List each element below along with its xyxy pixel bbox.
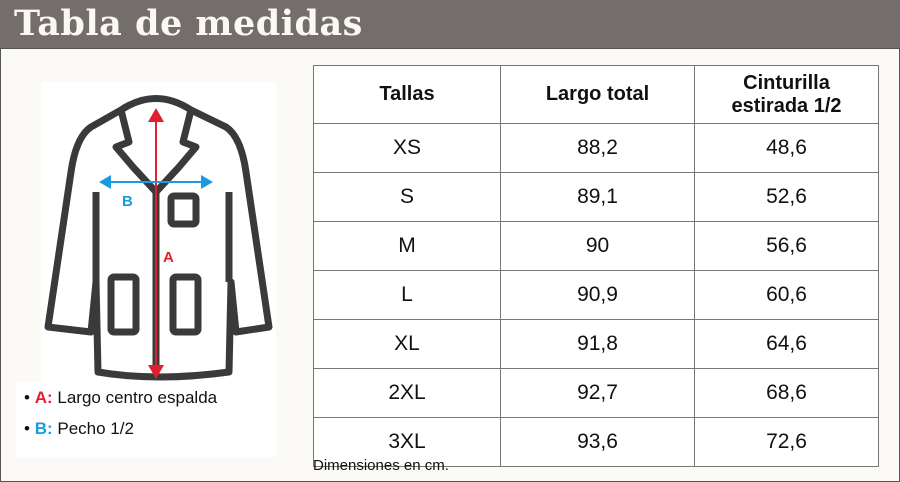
table-cell: M bbox=[313, 221, 501, 271]
units-note: Dimensiones en cm. bbox=[313, 457, 449, 474]
header-tallas: Tallas bbox=[313, 65, 501, 124]
table-row: XS 88,2 48,6 bbox=[313, 123, 879, 173]
table-cell: XL bbox=[313, 319, 501, 369]
coat-diagram: A B bbox=[41, 82, 276, 382]
table-row: L 90,9 60,6 bbox=[313, 270, 879, 320]
table-row: M 90 56,6 bbox=[313, 221, 879, 271]
table-cell: S bbox=[313, 172, 501, 222]
label-a: A bbox=[163, 249, 174, 266]
table-header-row: Tallas Largo total Cinturilla estirada 1… bbox=[313, 65, 879, 124]
legend: • A: Largo centro espalda • B: Pecho 1/2 bbox=[16, 382, 276, 457]
table-cell: 2XL bbox=[313, 368, 501, 418]
header-cinturilla: Cinturilla estirada 1/2 bbox=[694, 65, 879, 124]
table-cell: 72,6 bbox=[694, 417, 879, 467]
table-row: 3XL 93,6 72,6 bbox=[313, 417, 879, 467]
table-cell: 91,8 bbox=[500, 319, 695, 369]
table-cell: 93,6 bbox=[500, 417, 695, 467]
legend-item-b: • B: Pecho 1/2 bbox=[24, 419, 134, 438]
table-cell: L bbox=[313, 270, 501, 320]
measure-a-arrow bbox=[148, 108, 164, 379]
table-cell: 48,6 bbox=[694, 123, 879, 173]
measure-b-arrow bbox=[99, 175, 213, 189]
table-cell: 68,6 bbox=[694, 368, 879, 418]
page-title: Tabla de medidas bbox=[14, 3, 363, 44]
table-cell: 56,6 bbox=[694, 221, 879, 271]
table-cell: 89,1 bbox=[500, 172, 695, 222]
table-row: XL 91,8 64,6 bbox=[313, 319, 879, 369]
legend-item-a: • A: Largo centro espalda bbox=[24, 388, 218, 407]
table-cell: XS bbox=[313, 123, 501, 173]
table-cell: 64,6 bbox=[694, 319, 879, 369]
table-cell: 92,7 bbox=[500, 368, 695, 418]
table-cell: 90,9 bbox=[500, 270, 695, 320]
table-row: S 89,1 52,6 bbox=[313, 172, 879, 222]
table-row: 2XL 92,7 68,6 bbox=[313, 368, 879, 418]
table-cell: 3XL bbox=[313, 417, 501, 467]
label-b: B bbox=[122, 193, 133, 210]
header-largo: Largo total bbox=[500, 65, 695, 124]
header-band: Tabla de medidas bbox=[0, 0, 900, 49]
table-cell: 52,6 bbox=[694, 172, 879, 222]
table-cell: 90 bbox=[500, 221, 695, 271]
table-cell: 60,6 bbox=[694, 270, 879, 320]
size-table: Tallas Largo total Cinturilla estirada 1… bbox=[313, 65, 879, 467]
table-cell: 88,2 bbox=[500, 123, 695, 173]
